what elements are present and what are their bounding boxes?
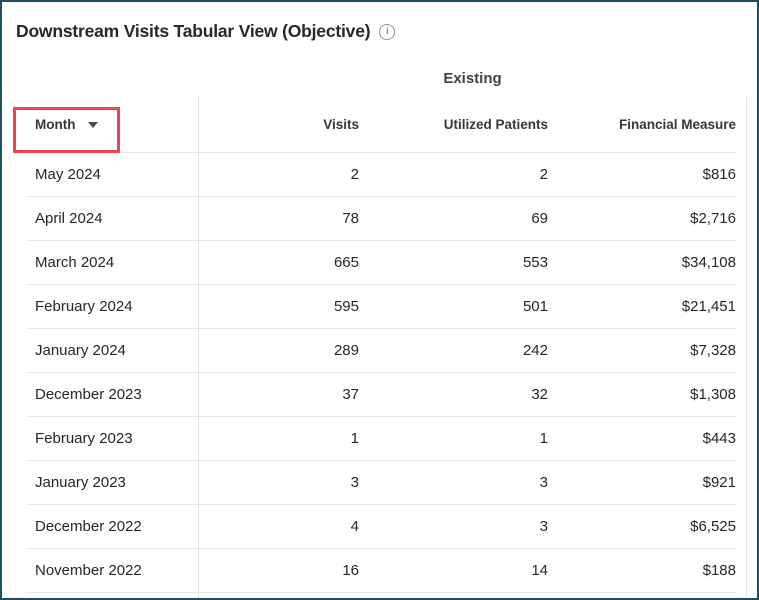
row-visits-cell: 2: [350, 166, 359, 183]
row-month-cell: January 2023: [35, 474, 126, 491]
page-title: Downstream Visits Tabular View (Objectiv…: [16, 21, 371, 41]
row-visits-cell: 78: [342, 210, 359, 227]
row-financial-measure-cell: $7,328: [690, 342, 736, 359]
table-row: February 2024 595 501 $21,451: [26, 285, 736, 329]
row-financial-measure-cell: $2,716: [690, 210, 736, 227]
data-table: Month Visits Utilized Patients Financial…: [26, 97, 747, 598]
row-month-cell: November 2022: [35, 562, 142, 579]
table-row: December 2022 4 3 $6,525: [26, 505, 736, 549]
row-month-cell: February 2023: [35, 430, 133, 447]
row-visits-cell: 4: [350, 518, 359, 535]
column-header-month[interactable]: Month: [26, 117, 198, 132]
row-month-cell: January 2024: [35, 342, 126, 359]
row-financial-measure-cell: $21,451: [681, 298, 736, 315]
row-utilized-patients-cell: 553: [522, 254, 548, 271]
group-header-existing: Existing: [443, 70, 502, 87]
table-row: November 2022 16 14 $188: [26, 549, 736, 593]
row-month-cell: April 2024: [35, 210, 103, 227]
row-financial-measure-cell: $6,525: [690, 518, 736, 535]
column-header-month-label: Month: [35, 117, 76, 132]
row-visits-cell: 289: [333, 342, 359, 359]
row-financial-measure-cell: $816: [702, 166, 736, 183]
column-divider: [198, 97, 199, 598]
row-utilized-patients-cell: 2: [539, 166, 548, 183]
table-row: March 2024 665 553 $34,108: [26, 241, 736, 285]
row-visits-cell: 665: [333, 254, 359, 271]
table-row: April 2024 78 69 $2,716: [26, 197, 736, 241]
info-icon[interactable]: i: [379, 23, 396, 40]
table-row: December 2023 37 32 $1,308: [26, 373, 736, 417]
row-utilized-patients-cell: 69: [531, 210, 548, 227]
table-row: January 2023 3 3 $921: [26, 461, 736, 505]
row-utilized-patients-cell: 501: [522, 298, 548, 315]
table-row: February 2023 1 1 $443: [26, 417, 736, 461]
column-header-visits: Visits: [323, 117, 359, 132]
row-financial-measure-cell: $443: [702, 430, 736, 447]
row-financial-measure-cell: $188: [702, 562, 736, 579]
row-utilized-patients-cell: 242: [522, 342, 548, 359]
row-financial-measure-cell: $34,108: [681, 254, 736, 271]
sort-caret-icon[interactable]: [88, 121, 99, 128]
row-utilized-patients-cell: 32: [531, 386, 548, 403]
table-body: May 2024 2 2 $816 April 2024 78 69 $2,716 March …: [26, 153, 746, 593]
column-header-utilized-patients: Utilized Patients: [443, 117, 548, 132]
row-utilized-patients-cell: 14: [531, 562, 548, 579]
column-header-financial-measure: Financial Measure: [618, 117, 736, 132]
row-visits-cell: 1: [350, 430, 359, 447]
title-bar: Downstream Visits Tabular View (Objectiv…: [16, 21, 396, 42]
row-utilized-patients-cell: 3: [539, 474, 548, 491]
row-visits-cell: 16: [342, 562, 359, 579]
row-financial-measure-cell: $1,308: [690, 386, 736, 403]
table-row: January 2024 289 242 $7,328: [26, 329, 736, 373]
row-financial-measure-cell: $921: [702, 474, 736, 491]
table-header-row: Month Visits Utilized Patients Financial…: [26, 97, 736, 153]
row-utilized-patients-cell: 1: [539, 430, 548, 447]
row-utilized-patients-cell: 3: [539, 518, 548, 535]
row-month-cell: December 2023: [35, 386, 142, 403]
row-visits-cell: 595: [333, 298, 359, 315]
row-visits-cell: 37: [342, 386, 359, 403]
row-month-cell: February 2024: [35, 298, 133, 315]
row-month-cell: March 2024: [35, 254, 115, 271]
row-month-cell: December 2022: [35, 518, 142, 535]
row-visits-cell: 3: [350, 474, 359, 491]
row-month-cell: May 2024: [35, 166, 101, 183]
table-row: May 2024 2 2 $816: [26, 153, 736, 197]
